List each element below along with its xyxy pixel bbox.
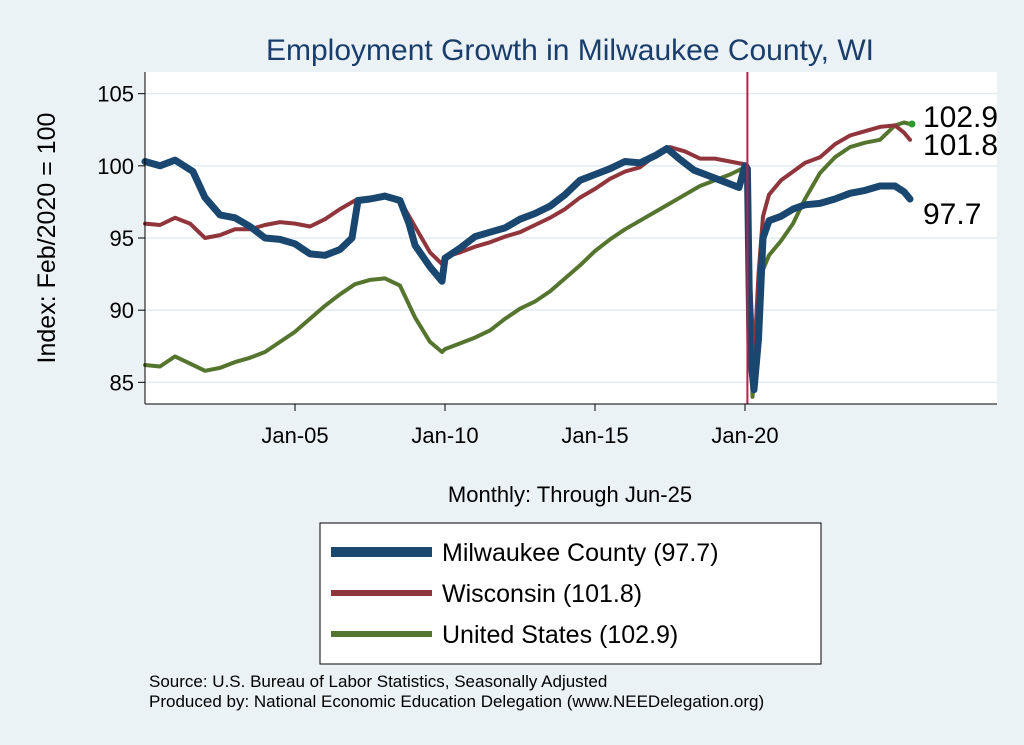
gridlines bbox=[145, 92, 997, 384]
series-line bbox=[143, 120, 912, 399]
legend-label: Milwaukee County (97.7) bbox=[442, 539, 719, 567]
legend-label: United States (102.9) bbox=[442, 621, 678, 649]
end-label: 101.8 bbox=[923, 129, 998, 162]
chart-title: Employment Growth in Milwaukee County, W… bbox=[266, 34, 874, 67]
y-tick-label: 105 bbox=[97, 82, 134, 107]
x-tick-label: Jan-20 bbox=[711, 423, 778, 448]
end-point-marker bbox=[908, 120, 916, 128]
x-tick-label: Jan-10 bbox=[411, 423, 478, 448]
end-label: 102.9 bbox=[923, 101, 998, 134]
y-tick-label: 85 bbox=[110, 370, 134, 395]
end-label: 97.7 bbox=[923, 198, 981, 231]
x-tick-label: Jan-15 bbox=[561, 423, 628, 448]
y-axis-label: Index: Feb/2020 = 100 bbox=[33, 113, 61, 364]
y-tick-label: 95 bbox=[110, 226, 134, 251]
source-line-2: Produced by: National Economic Education… bbox=[149, 692, 765, 711]
series-line bbox=[141, 145, 914, 394]
y-tick-label: 100 bbox=[97, 154, 134, 179]
y-tick-label: 90 bbox=[110, 298, 134, 323]
legend-label: Wisconsin (101.8) bbox=[442, 580, 642, 608]
legend: Milwaukee County (97.7) Wisconsin (101.8)… bbox=[331, 539, 719, 649]
source-line-1: Source: U.S. Bureau of Labor Statistics,… bbox=[149, 672, 608, 691]
x-axis-label: Monthly: Through Jun-25 bbox=[448, 482, 692, 507]
series-lines bbox=[141, 120, 914, 399]
y-axis-ticks: 85 90 95 100 105 bbox=[97, 82, 145, 395]
x-axis-ticks: Jan-05 Jan-10 Jan-15 Jan-20 bbox=[261, 404, 779, 448]
series-line bbox=[143, 123, 912, 363]
x-tick-label: Jan-05 bbox=[261, 423, 328, 448]
